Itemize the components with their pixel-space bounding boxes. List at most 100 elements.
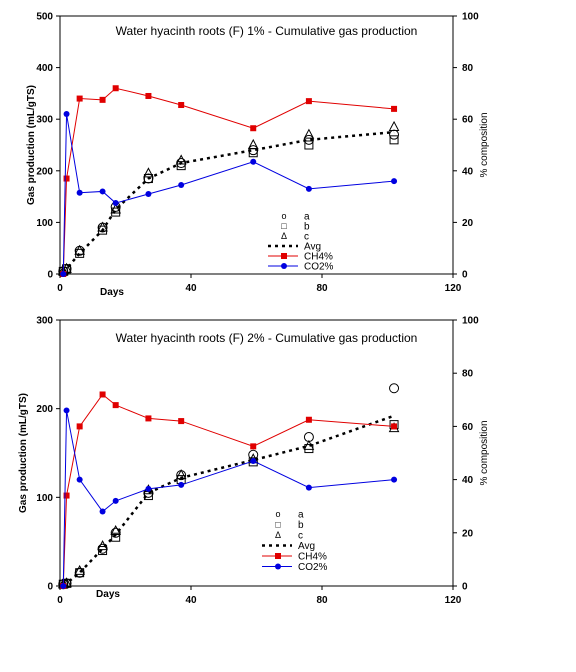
x-tick-label: 40: [185, 595, 197, 606]
data-point: [63, 111, 70, 118]
data-point: [145, 191, 152, 198]
data-point: [176, 161, 186, 171]
y-tick-label: 400: [36, 63, 53, 74]
legend-swatch-marker: Δ: [275, 530, 281, 540]
y2-tick-label: 20: [462, 218, 474, 229]
data-point: [143, 167, 154, 178]
y2-tick-label: 60: [462, 115, 474, 126]
data-point: [178, 481, 185, 488]
data-point: [388, 120, 400, 131]
series-line-co2: [62, 113, 395, 275]
y-axis-label: Gas production (mL/gTS): [18, 393, 29, 513]
y-axis-label: Gas production (mL/gTS): [26, 85, 37, 205]
chart-title: Water hyacinth roots (F) 2% - Cumulative…: [116, 331, 418, 345]
y-tick-label: 100: [36, 493, 53, 504]
data-point: [391, 178, 398, 185]
y-tick-label: 100: [36, 218, 53, 229]
data-point: [76, 423, 83, 430]
series-avg: [62, 130, 395, 273]
data-point: [389, 135, 399, 145]
legend-label: Avg: [298, 541, 315, 552]
data-point: [99, 96, 106, 103]
data-point: [250, 125, 257, 132]
legend-label: c: [298, 531, 303, 542]
legend-swatch-marker: [281, 263, 287, 269]
legend-label: b: [298, 520, 304, 531]
legend-swatch-marker: o: [281, 211, 286, 221]
data-point: [60, 271, 67, 277]
data-point: [247, 138, 259, 149]
data-point: [61, 577, 72, 588]
chart-title: Water hyacinth roots (F) 1% - Cumulative…: [116, 24, 418, 38]
data-point: [111, 532, 121, 542]
data-point: [110, 203, 122, 214]
data-point: [178, 418, 185, 425]
data-point: [305, 98, 312, 105]
y2-tick-label: 0: [462, 270, 468, 281]
series-co2: [60, 407, 398, 589]
data-point: [391, 105, 398, 112]
legend-label: CH4%: [298, 552, 327, 563]
x-tick-label: 80: [316, 595, 328, 606]
data-point: [391, 423, 398, 430]
y2-tick-label: 80: [462, 63, 474, 74]
data-point: [145, 485, 152, 492]
y2-axis-label: % composition: [479, 420, 490, 485]
data-point: [63, 492, 70, 499]
data-point: [112, 85, 119, 92]
data-point: [305, 416, 312, 423]
data-point: [304, 140, 314, 150]
legend-swatch-marker: [281, 253, 287, 259]
x-tick-label: 120: [445, 283, 462, 294]
legend-swatch-marker: □: [275, 520, 281, 530]
data-point: [178, 181, 185, 188]
series-co2: [60, 111, 398, 277]
data-point: [143, 174, 153, 184]
data-point: [145, 92, 152, 99]
series-line-avg: [62, 414, 395, 586]
y-tick-label: 500: [36, 12, 53, 23]
y2-tick-label: 0: [462, 582, 468, 593]
y-tick-label: 300: [36, 115, 53, 126]
series-b: [58, 420, 399, 589]
y2-tick-label: 100: [462, 316, 479, 327]
data-point: [178, 102, 185, 109]
y-tick-label: 200: [36, 166, 53, 177]
data-point: [250, 158, 257, 165]
series-line-ch4: [62, 393, 395, 587]
series-a: [58, 129, 400, 277]
data-point: [76, 189, 83, 196]
data-point: [250, 443, 257, 450]
series-line-ch4: [62, 87, 395, 275]
x-tick-label: 40: [185, 283, 197, 294]
x-tick-label: 0: [57, 283, 63, 294]
data-point: [391, 476, 398, 483]
x-tick-label: 120: [445, 595, 462, 606]
legend-label: CO2%: [304, 262, 334, 273]
data-point: [305, 484, 312, 491]
data-point: [99, 508, 106, 515]
legend-label: Avg: [304, 242, 321, 253]
y-tick-label: 0: [47, 582, 53, 593]
data-point: [389, 129, 400, 140]
data-point: [63, 175, 70, 182]
data-point: [60, 583, 67, 589]
legend-swatch-marker: □: [281, 221, 287, 231]
data-point: [145, 415, 152, 422]
data-point: [305, 185, 312, 192]
y2-tick-label: 60: [462, 422, 474, 433]
data-point: [99, 188, 106, 195]
legend-swatch-marker: [275, 553, 281, 559]
series-line-co2: [62, 410, 395, 587]
y2-axis-label: % composition: [479, 112, 490, 177]
series-ch4: [60, 391, 398, 589]
legend-label: CO2%: [298, 562, 328, 573]
chart-panel-1: 0 40 80 1200100200300400500020406080100Wate…: [26, 12, 490, 299]
legend-label: a: [304, 212, 310, 223]
data-point: [63, 407, 70, 414]
series-b: [58, 135, 399, 276]
plot-area-frame: [59, 319, 454, 587]
data-point: [250, 457, 257, 464]
